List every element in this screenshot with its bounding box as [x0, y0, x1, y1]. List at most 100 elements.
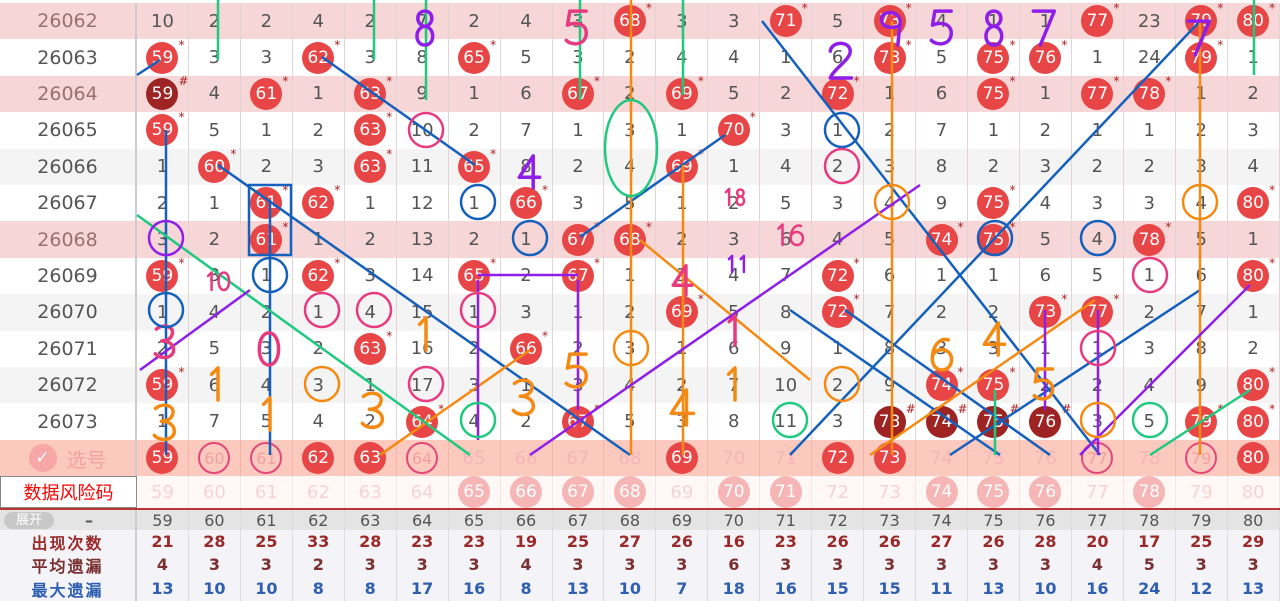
table-cell[interactable]: 80 * — [1228, 366, 1280, 404]
table-cell[interactable]: 63 * — [345, 75, 397, 113]
table-cell[interactable]: 66 * — [501, 330, 553, 367]
pick-ball[interactable]: 72 — [821, 442, 854, 474]
table-cell[interactable]: 3 — [345, 257, 397, 295]
pick-cell[interactable]: 64 — [397, 440, 449, 476]
table-cell[interactable]: 2 — [604, 294, 657, 331]
table-cell[interactable]: 3 — [241, 330, 293, 367]
table-cell[interactable]: 6 — [501, 75, 553, 113]
table-cell[interactable]: 3 — [189, 257, 241, 295]
table-cell[interactable]: 1 — [812, 112, 865, 149]
table-cell[interactable]: 6 — [760, 221, 813, 258]
pick-cell[interactable]: 69 — [656, 440, 709, 476]
pick-number[interactable]: 65 — [462, 447, 486, 469]
pick-cell[interactable]: 65 — [449, 440, 501, 476]
table-cell[interactable]: 3 — [1020, 148, 1072, 185]
table-cell[interactable]: 10 — [760, 367, 813, 404]
table-cell[interactable]: 71 * — [760, 2, 813, 40]
table-cell[interactable]: 1 — [1124, 257, 1176, 295]
table-cell[interactable]: 2 — [1124, 294, 1176, 331]
table-cell[interactable]: 67 * — [553, 403, 605, 440]
table-cell[interactable]: 1 — [449, 75, 501, 113]
table-cell[interactable]: 4 — [1124, 367, 1176, 404]
table-cell[interactable]: 4 — [1228, 148, 1280, 185]
table-cell[interactable]: 68 * — [604, 2, 657, 40]
pick-ring[interactable]: 61 — [250, 442, 283, 474]
table-cell[interactable]: 77 * — [1072, 75, 1124, 113]
table-cell[interactable]: 3 — [1176, 148, 1228, 185]
table-cell[interactable]: 1 — [449, 294, 501, 331]
table-cell[interactable]: 78 * — [1124, 75, 1176, 113]
pick-ball[interactable]: 62 — [302, 442, 335, 474]
table-cell[interactable]: 15 — [397, 294, 449, 331]
table-cell[interactable]: 2 — [449, 221, 501, 258]
table-cell[interactable]: 4 — [708, 257, 761, 295]
table-cell[interactable]: 11 — [760, 403, 813, 440]
table-cell[interactable]: 1 — [293, 221, 345, 258]
table-cell[interactable]: 5 — [604, 403, 657, 440]
table-cell[interactable]: 1 — [1020, 3, 1072, 40]
pick-cell[interactable]: 59 — [137, 440, 189, 476]
table-cell[interactable]: 79 * — [1176, 403, 1228, 440]
table-cell[interactable]: 74 * — [916, 221, 968, 258]
table-cell[interactable]: 1 — [137, 403, 189, 440]
table-cell[interactable]: 2 — [916, 294, 968, 331]
pick-number[interactable]: 76 — [1033, 447, 1057, 469]
table-cell[interactable]: 80 * — [1228, 184, 1280, 222]
table-cell[interactable]: 2 — [864, 112, 917, 149]
table-cell[interactable]: 1 — [345, 185, 397, 222]
table-cell[interactable]: 7 — [1176, 294, 1228, 331]
table-cell[interactable]: 4 — [501, 3, 553, 40]
table-cell[interactable]: 69 * — [656, 293, 709, 331]
table-cell[interactable]: 62 * — [293, 39, 345, 76]
table-cell[interactable]: 2 — [137, 185, 189, 222]
table-cell[interactable]: 5 — [241, 403, 293, 440]
table-cell[interactable]: 2 — [604, 75, 657, 113]
pick-ring[interactable]: 77 — [1081, 442, 1114, 474]
table-cell[interactable]: 73 * — [864, 2, 917, 40]
table-cell[interactable]: 1 — [1228, 294, 1280, 331]
table-cell[interactable]: 67 * — [553, 75, 605, 113]
table-cell[interactable]: 2 — [345, 221, 397, 258]
pick-ring[interactable]: 64 — [406, 442, 439, 474]
table-cell[interactable]: 6 — [864, 257, 917, 295]
table-cell[interactable]: 3 — [553, 39, 605, 76]
table-cell[interactable]: 1 — [501, 221, 553, 258]
table-cell[interactable]: 76 * — [1020, 39, 1072, 76]
table-cell[interactable]: 6 — [1176, 257, 1228, 295]
table-cell[interactable]: 2 — [241, 3, 293, 40]
table-cell[interactable]: 11 — [397, 148, 449, 185]
table-cell[interactable]: 3 — [1124, 185, 1176, 222]
table-cell[interactable]: 1 — [241, 257, 293, 295]
table-cell[interactable]: 1 — [1020, 330, 1072, 367]
table-cell[interactable]: 1 — [916, 257, 968, 295]
pick-number[interactable]: 70 — [722, 447, 746, 469]
table-cell[interactable]: 2 — [656, 367, 709, 404]
table-cell[interactable]: 63 * — [345, 148, 397, 185]
table-cell[interactable]: 1 — [293, 75, 345, 113]
table-cell[interactable]: 3 — [708, 221, 761, 258]
table-cell[interactable]: 72 * — [812, 75, 865, 113]
table-cell[interactable]: 63 * — [345, 330, 397, 367]
table-cell[interactable]: 2 — [189, 3, 241, 40]
table-cell[interactable]: 3 — [760, 112, 813, 149]
table-cell[interactable]: 2 — [345, 403, 397, 440]
table-cell[interactable]: 5 — [708, 75, 761, 113]
table-cell[interactable]: 75 * — [968, 75, 1020, 113]
table-cell[interactable]: 5 — [760, 185, 813, 222]
pick-number[interactable]: 66 — [514, 447, 538, 469]
table-cell[interactable]: 5 — [189, 330, 241, 367]
table-cell[interactable]: 67 * — [553, 221, 605, 258]
table-cell[interactable]: 75 * — [968, 39, 1020, 76]
table-cell[interactable]: 1 — [1228, 221, 1280, 258]
table-cell[interactable]: 5 — [604, 185, 657, 222]
table-cell[interactable]: 2 — [501, 403, 553, 440]
pick-ball[interactable]: 73 — [873, 442, 906, 474]
table-cell[interactable]: 8 — [864, 330, 917, 367]
table-cell[interactable]: 68 * — [604, 221, 657, 258]
table-cell[interactable]: 16 — [397, 330, 449, 367]
table-cell[interactable]: 7 — [916, 112, 968, 149]
table-cell[interactable]: 2 — [501, 257, 553, 295]
table-cell[interactable]: 72 * — [812, 257, 865, 295]
table-cell[interactable]: 4 — [189, 294, 241, 331]
table-cell[interactable]: 7 — [760, 257, 813, 295]
